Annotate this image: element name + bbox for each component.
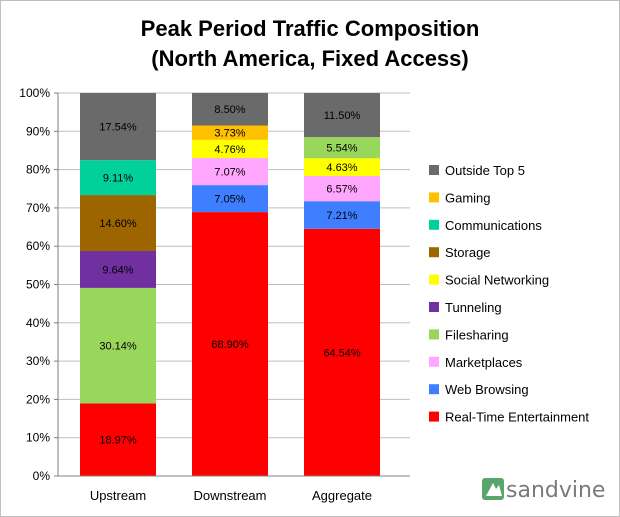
bar-segment — [192, 212, 268, 476]
chart-title-line-1: Peak Period Traffic Composition — [141, 16, 480, 41]
data-label: 4.76% — [214, 144, 245, 156]
bar-segment — [304, 158, 380, 177]
legend-swatch — [429, 329, 439, 340]
data-label: 11.50% — [324, 110, 361, 122]
bar-segment — [304, 93, 380, 138]
legend-item: Communications — [429, 218, 542, 233]
chart-title: Peak Period Traffic Composition (North A… — [141, 16, 480, 71]
bar-segment — [80, 250, 156, 288]
y-tick-label: 30% — [26, 354, 50, 368]
chart-title-line-2: (North America, Fixed Access) — [151, 46, 468, 71]
x-axis: Upstream Downstream Aggregate — [58, 475, 410, 503]
data-label: 14.60% — [99, 218, 137, 230]
data-label: 7.07% — [214, 167, 245, 179]
bar-segment — [304, 176, 380, 202]
data-label: 3.73% — [214, 128, 245, 140]
brand-logo: sandvine — [482, 478, 605, 503]
data-label: 7.21% — [326, 210, 357, 222]
data-label: 4.63% — [326, 162, 357, 174]
legend-item: Social Networking — [429, 273, 549, 288]
legend-item: Marketplaces — [429, 355, 523, 370]
bar-segment — [192, 125, 268, 140]
y-tick-label: 40% — [26, 316, 50, 330]
legend: Outside Top 5 Gaming Communications Storage… — [429, 163, 589, 425]
y-tick-label: 10% — [26, 431, 50, 445]
y-tick-label: 60% — [26, 239, 50, 253]
legend-swatch — [429, 274, 439, 285]
bar-segment — [80, 403, 156, 476]
y-tick-label: 70% — [26, 201, 50, 215]
data-label: 68.90% — [211, 339, 249, 351]
x-category-label: Downstream — [194, 488, 267, 503]
y-axis: 0% 10% 20% 30% 40% 50% 60% 70% 80% 90% 100% — [19, 86, 59, 483]
x-category-label: Aggregate — [312, 488, 372, 503]
y-tick-label: 0% — [33, 469, 51, 483]
bar-segment — [80, 160, 156, 196]
legend-swatch — [429, 165, 439, 175]
data-label: 18.97% — [99, 435, 137, 447]
bar-segment — [192, 185, 268, 213]
data-label: 8.50% — [214, 104, 245, 116]
bar-segment — [304, 228, 380, 476]
legend-label: Real-Time Entertainment — [445, 410, 589, 425]
data-label: 17.54% — [99, 122, 137, 134]
legend-label: Gaming — [445, 190, 491, 205]
legend-swatch — [429, 192, 439, 203]
legend-item: Gaming — [429, 190, 491, 205]
y-tick-label: 80% — [26, 163, 50, 177]
bar-segment — [192, 158, 268, 186]
data-label: 64.54% — [323, 347, 361, 359]
y-tick-label: 50% — [26, 278, 50, 292]
sandvine-logo-icon — [482, 478, 504, 500]
bar-segment — [80, 287, 156, 404]
brand-name: sandvine — [506, 478, 605, 503]
legend-swatch — [429, 411, 439, 422]
legend-swatch — [429, 384, 439, 395]
legend-label: Marketplaces — [445, 355, 523, 370]
legend-item: Web Browsing — [429, 382, 529, 397]
bar-segment — [192, 92, 268, 126]
bar-segment — [80, 93, 156, 161]
legend-item: Filesharing — [429, 327, 509, 342]
legend-label: Storage — [445, 245, 491, 260]
legend-item: Storage — [429, 245, 491, 260]
bar-segment — [304, 137, 380, 159]
legend-label: Web Browsing — [445, 382, 529, 397]
bar-segment — [192, 139, 268, 159]
data-label: 9.64% — [102, 264, 133, 276]
legend-label: Communications — [445, 218, 542, 233]
legend-label: Social Networking — [445, 273, 549, 288]
legend-label: Outside Top 5 — [445, 163, 525, 178]
legend-item: Tunneling — [429, 300, 502, 315]
data-labels: 18.97% 30.14% 9.64% 14.60% 9.11% 17.54% 68.90%… — [99, 104, 361, 446]
data-label: 6.57% — [326, 184, 357, 196]
y-tick-label: 100% — [19, 86, 50, 100]
data-label: 5.54% — [326, 143, 357, 155]
legend-label: Filesharing — [445, 327, 509, 342]
legend-swatch — [429, 356, 439, 367]
y-tick-label: 20% — [26, 392, 50, 406]
legend-swatch — [429, 219, 439, 230]
bar-segment — [304, 201, 380, 229]
legend-swatch — [429, 302, 439, 312]
x-category-label: Upstream — [90, 488, 146, 503]
legend-item: Outside Top 5 — [429, 163, 525, 178]
bar-segment — [80, 195, 156, 251]
data-label: 30.14% — [99, 341, 137, 353]
legend-label: Tunneling — [445, 300, 502, 315]
bars — [80, 92, 380, 476]
y-tick-label: 90% — [26, 124, 50, 138]
legend-item: Real-Time Entertainment — [429, 410, 589, 425]
data-label: 7.05% — [214, 194, 245, 206]
legend-swatch — [429, 247, 439, 258]
data-label: 9.11% — [103, 173, 134, 185]
